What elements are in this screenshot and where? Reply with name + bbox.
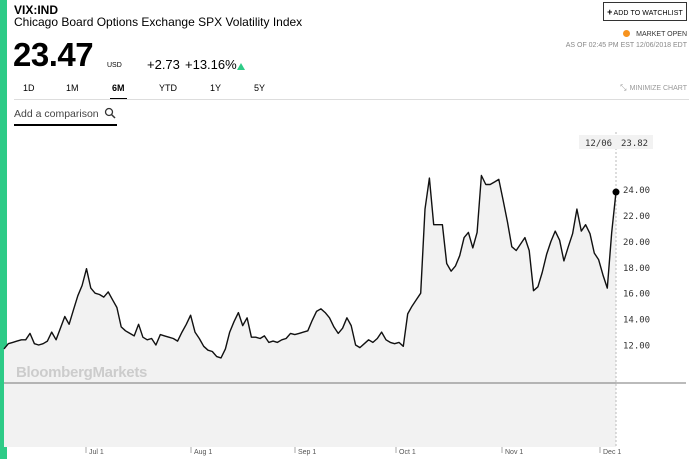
- tooltip-date: 12/06: [585, 139, 612, 149]
- x-tick-label: Aug 1: [194, 449, 212, 456]
- y-tick-label: 24.00: [623, 186, 650, 196]
- y-tick-label: 14.00: [623, 316, 650, 326]
- x-tick-label: Dec 1: [603, 449, 621, 456]
- x-tick-label: Oct 1: [399, 449, 416, 456]
- chart-footer-band: [4, 383, 616, 447]
- y-tick-label: 20.00: [623, 238, 650, 248]
- y-tick-label: 12.00: [623, 342, 650, 352]
- y-tick-label: 16.00: [623, 290, 650, 300]
- watchlist-label: ADD TO WATCHLIST: [613, 10, 683, 17]
- comparison-input[interactable]: [14, 108, 100, 120]
- minimize-icon: ⤡: [620, 83, 627, 92]
- as-of-timestamp: AS OF 02:45 PM EST 12/06/2018 EDT: [565, 42, 687, 49]
- minimize-chart-button[interactable]: ⤡ MINIMIZE CHART: [620, 83, 687, 93]
- security-name: Chicago Board Options Exchange SPX Volat…: [14, 15, 303, 29]
- bloomberg-markets-watermark: BloombergMarkets: [16, 364, 148, 381]
- price-area: [4, 175, 616, 383]
- plus-icon: +: [607, 7, 613, 17]
- last-price-marker: [612, 188, 620, 196]
- comparison-search: [14, 104, 117, 126]
- tooltip-box: [579, 135, 653, 149]
- market-status-label: MARKET OPEN: [636, 31, 687, 38]
- tabs-divider: [14, 99, 689, 100]
- tab-1m[interactable]: 1M: [66, 83, 79, 93]
- y-tick-label: 18.00: [623, 264, 650, 274]
- market-status: MARKET OPEN: [623, 30, 687, 38]
- price: 23.47: [13, 36, 94, 73]
- price-line: [3, 174, 617, 359]
- price-change-percent: +13.16%: [185, 57, 237, 72]
- minimize-label: MINIMIZE CHART: [629, 85, 687, 92]
- accent-bar: [0, 0, 7, 459]
- tab-1d[interactable]: 1D: [23, 83, 35, 93]
- price-change: +2.73: [147, 57, 180, 72]
- ticker-symbol: VIX:IND: [14, 3, 59, 17]
- tab-1y[interactable]: 1Y: [210, 83, 222, 93]
- tab-ytd[interactable]: YTD: [159, 83, 177, 93]
- add-to-watchlist-button[interactable]: +ADD TO WATCHLIST: [603, 2, 687, 21]
- tooltip-value: 23.82: [621, 139, 648, 149]
- x-tick-label: Nov 1: [505, 449, 523, 456]
- tab-5y[interactable]: 5Y: [254, 83, 266, 93]
- x-tick-label: Sep 1: [298, 449, 316, 456]
- currency: USD: [107, 62, 122, 69]
- x-tick-label: Jul 1: [89, 449, 104, 456]
- up-arrow-icon: [237, 63, 245, 70]
- status-dot-icon: [623, 30, 631, 37]
- search-icon[interactable]: [104, 107, 116, 119]
- y-tick-label: 22.00: [623, 212, 650, 222]
